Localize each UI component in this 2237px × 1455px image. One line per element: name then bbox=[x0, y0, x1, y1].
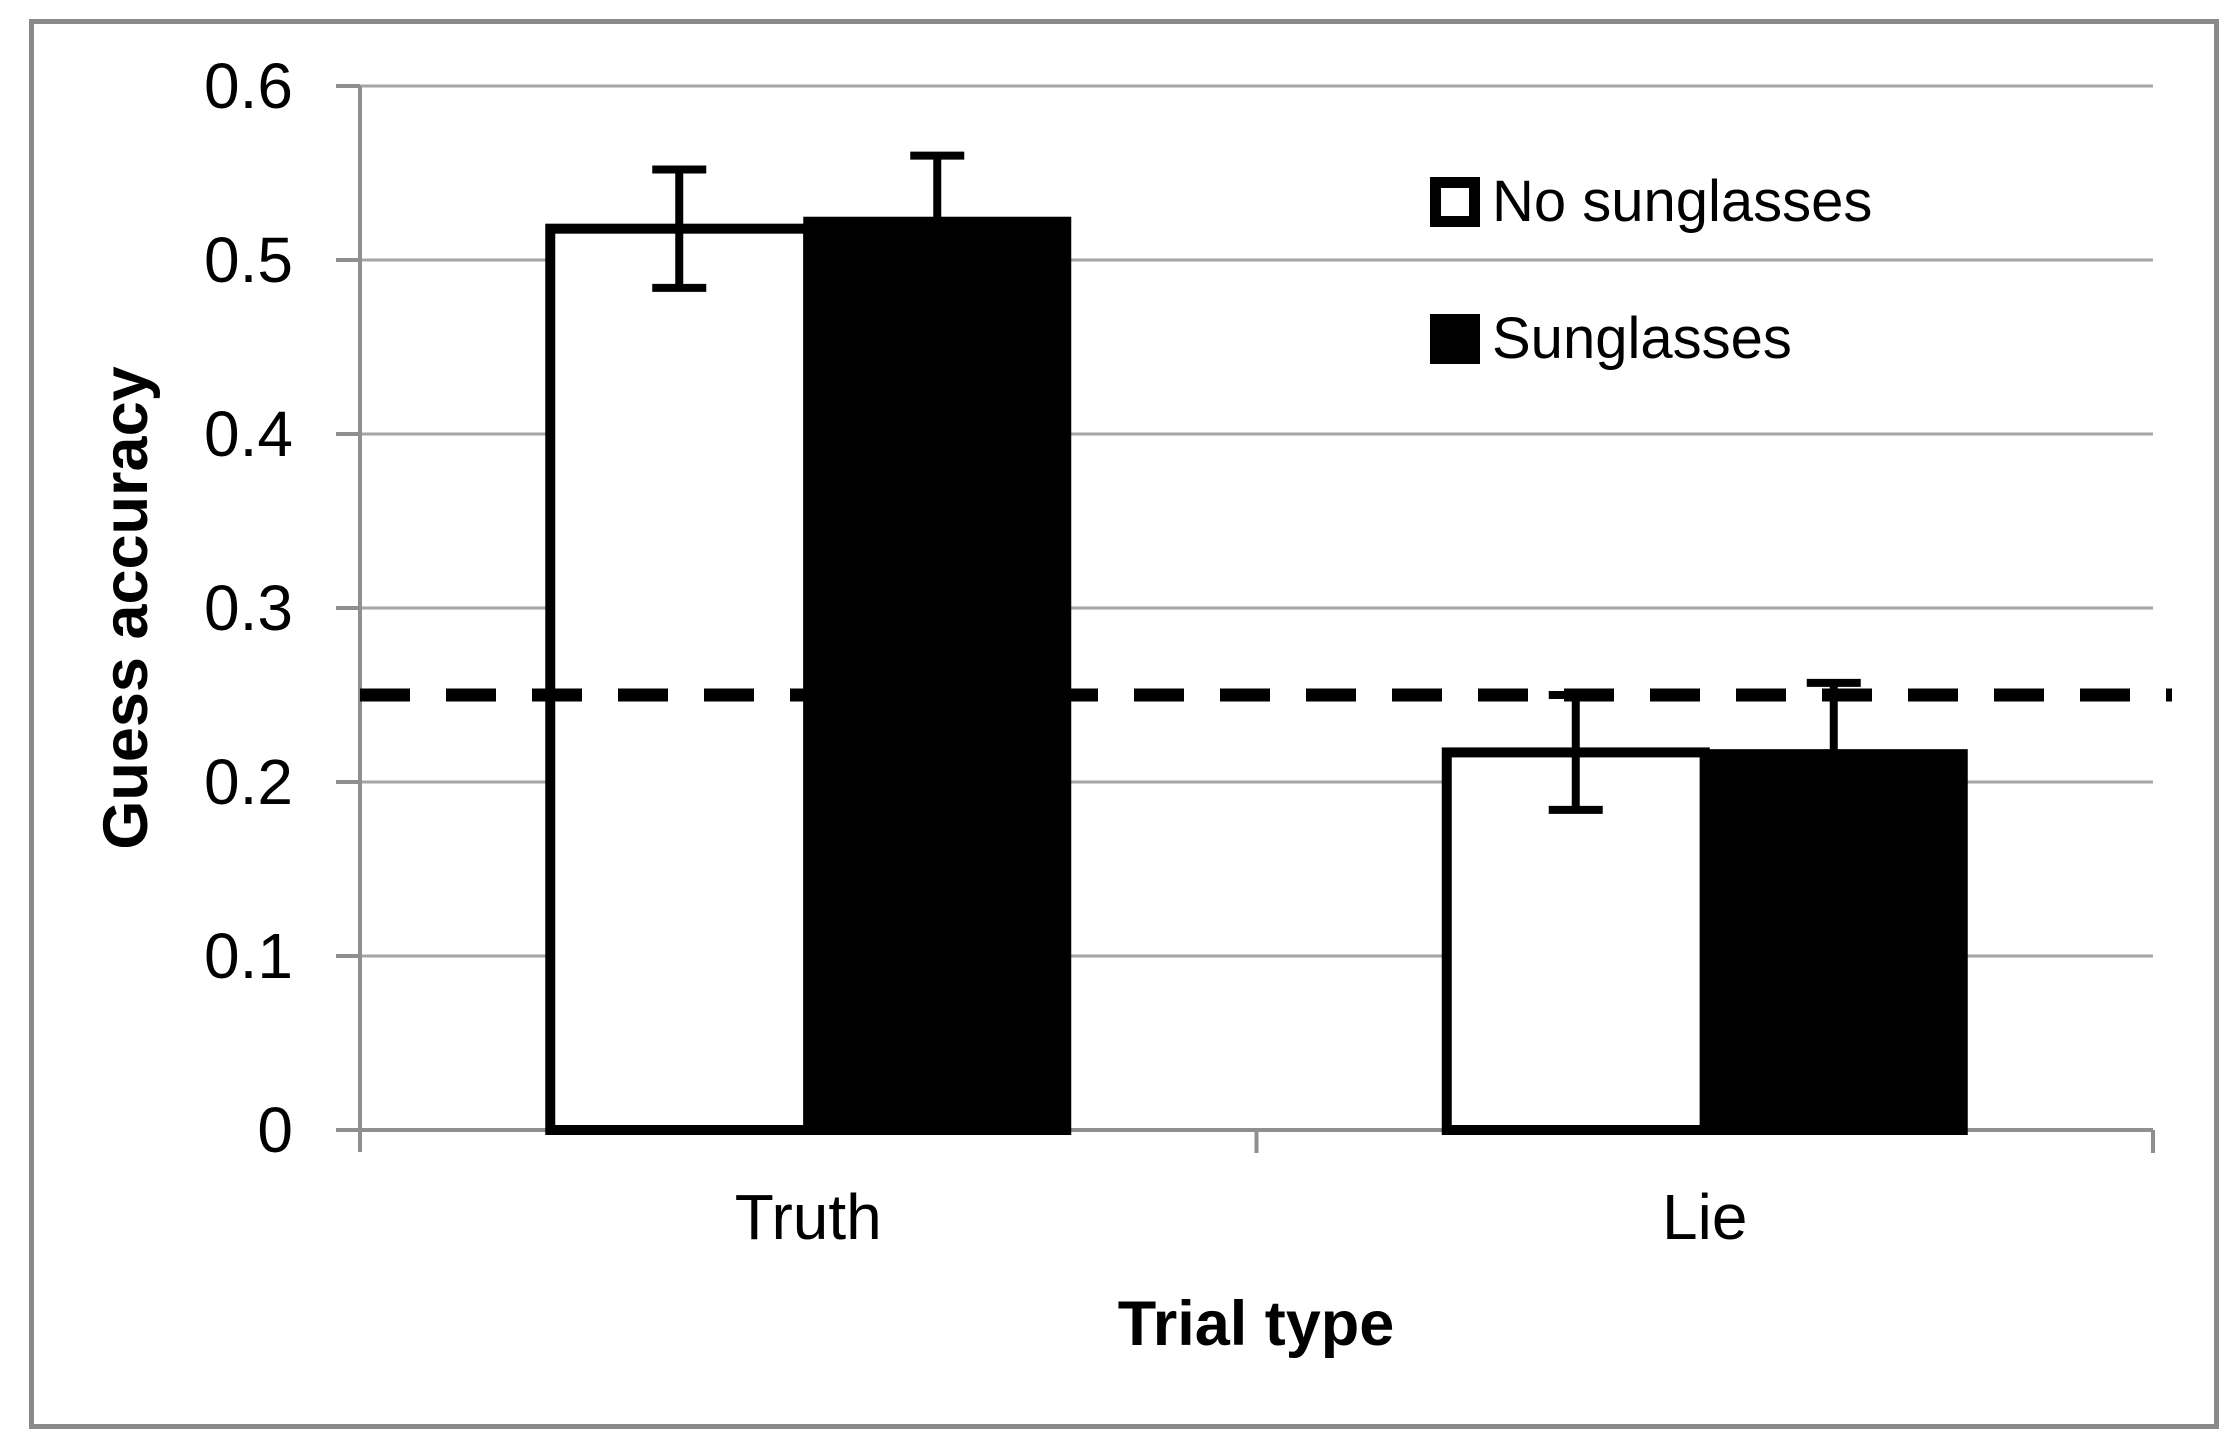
y-tick-label-0.3: 0.3 bbox=[204, 572, 293, 644]
x-category-label-lie: Lie bbox=[1662, 1181, 1748, 1253]
legend-swatch-solid-square-icon bbox=[1430, 314, 1480, 364]
legend-label: Sunglasses bbox=[1492, 306, 1792, 371]
bar-truth-sunglasses bbox=[803, 216, 1072, 1136]
y-tick-label-0.5: 0.5 bbox=[204, 224, 293, 296]
legend-item-sunglasses: Sunglasses bbox=[1430, 310, 1872, 368]
y-axis-title: Guess accuracy bbox=[91, 366, 161, 850]
x-axis-title: Trial type bbox=[1117, 1289, 1395, 1359]
y-tick-label-0.1: 0.1 bbox=[204, 920, 293, 992]
legend-item-no-sunglasses: No sunglasses bbox=[1430, 173, 1872, 231]
y-tick-label-0.4: 0.4 bbox=[204, 398, 293, 470]
y-tick-label-0.2: 0.2 bbox=[204, 746, 293, 818]
bar-lie-no-sunglasses bbox=[1441, 747, 1710, 1135]
y-tick-label-0: 0 bbox=[257, 1094, 293, 1166]
x-category-label-truth: Truth bbox=[734, 1181, 882, 1253]
chart-legend: No sunglasses Sunglasses bbox=[1430, 173, 1872, 368]
y-tick-label-0.6: 0.6 bbox=[204, 50, 293, 122]
legend-swatch-outline-square-icon bbox=[1430, 177, 1480, 227]
legend-label: No sunglasses bbox=[1492, 169, 1873, 234]
figure-border-frame bbox=[29, 19, 2219, 1429]
bar-truth-no-sunglasses bbox=[545, 223, 814, 1135]
